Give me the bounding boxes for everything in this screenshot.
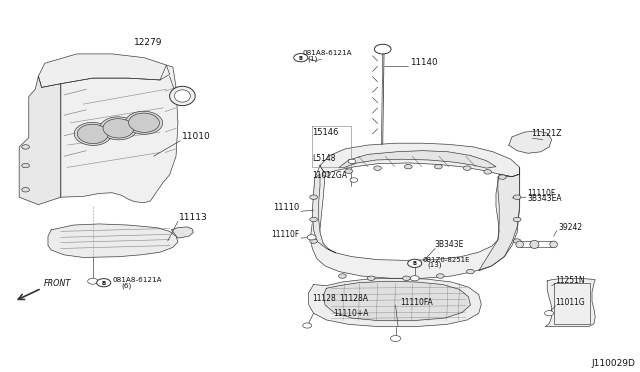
Polygon shape	[48, 224, 178, 257]
Text: 11140: 11140	[410, 58, 437, 67]
Circle shape	[97, 279, 111, 287]
Text: 15146: 15146	[312, 128, 339, 137]
Circle shape	[513, 217, 521, 222]
Polygon shape	[172, 227, 193, 238]
Polygon shape	[323, 281, 470, 321]
Ellipse shape	[170, 86, 195, 106]
Text: 081Z0-8251E: 081Z0-8251E	[422, 257, 470, 263]
Text: (13): (13)	[428, 262, 442, 268]
Circle shape	[467, 269, 474, 274]
Circle shape	[367, 276, 375, 280]
Text: 11110: 11110	[273, 203, 300, 212]
Text: B: B	[102, 280, 106, 286]
Ellipse shape	[74, 122, 111, 145]
Circle shape	[374, 44, 391, 54]
Text: 39242: 39242	[558, 223, 582, 232]
Ellipse shape	[530, 240, 539, 248]
Polygon shape	[19, 76, 61, 205]
Circle shape	[408, 259, 422, 267]
Text: 11251N: 11251N	[556, 276, 585, 285]
Circle shape	[436, 274, 444, 278]
Ellipse shape	[129, 113, 159, 132]
Circle shape	[345, 169, 353, 173]
Text: 11010: 11010	[182, 132, 211, 141]
Text: 11110+A: 11110+A	[333, 309, 368, 318]
Circle shape	[484, 170, 492, 174]
Text: 11121Z: 11121Z	[531, 129, 562, 138]
Text: 11011G: 11011G	[556, 298, 585, 307]
Polygon shape	[312, 174, 336, 253]
Ellipse shape	[103, 119, 134, 138]
Ellipse shape	[125, 111, 163, 134]
Circle shape	[435, 164, 442, 169]
Text: 11110FA: 11110FA	[400, 298, 433, 307]
Circle shape	[323, 172, 330, 176]
Circle shape	[513, 239, 521, 243]
Text: (6): (6)	[122, 283, 132, 289]
Ellipse shape	[550, 241, 557, 248]
Text: (1): (1)	[307, 55, 317, 62]
Text: B: B	[413, 261, 417, 266]
Text: 12279: 12279	[134, 38, 163, 47]
Circle shape	[339, 274, 346, 278]
Circle shape	[22, 187, 29, 192]
Circle shape	[22, 163, 29, 168]
Polygon shape	[545, 278, 595, 327]
Ellipse shape	[174, 90, 191, 102]
Circle shape	[410, 276, 419, 281]
Text: FRONT: FRONT	[44, 279, 71, 288]
Circle shape	[463, 166, 471, 170]
Circle shape	[310, 217, 317, 222]
Circle shape	[499, 175, 506, 179]
Circle shape	[545, 311, 554, 316]
Circle shape	[294, 54, 308, 62]
Polygon shape	[509, 131, 552, 153]
Polygon shape	[479, 174, 520, 271]
Circle shape	[310, 239, 317, 243]
Text: 11113: 11113	[179, 213, 208, 222]
Text: J110029D: J110029D	[591, 359, 635, 368]
Text: 11128A: 11128A	[339, 294, 368, 302]
Circle shape	[403, 276, 410, 280]
Circle shape	[350, 178, 358, 182]
Text: 11110F: 11110F	[271, 230, 300, 239]
Circle shape	[310, 195, 317, 199]
Polygon shape	[61, 65, 178, 203]
Text: L5148: L5148	[312, 154, 336, 163]
Text: 11110F: 11110F	[527, 189, 556, 198]
Circle shape	[348, 159, 356, 164]
Polygon shape	[339, 151, 496, 168]
Circle shape	[404, 164, 412, 169]
Polygon shape	[320, 143, 520, 177]
Text: B: B	[299, 55, 303, 61]
Circle shape	[513, 195, 521, 199]
Polygon shape	[38, 54, 170, 87]
Circle shape	[88, 278, 98, 284]
Circle shape	[303, 323, 312, 328]
Ellipse shape	[77, 124, 108, 144]
Text: 11012GA: 11012GA	[312, 171, 348, 180]
Circle shape	[307, 235, 316, 240]
Circle shape	[22, 145, 29, 149]
Ellipse shape	[100, 117, 137, 140]
Ellipse shape	[516, 241, 524, 248]
Text: 11128: 11128	[312, 294, 336, 302]
Text: 3B343E: 3B343E	[434, 240, 463, 249]
Text: 081A8-6121A: 081A8-6121A	[302, 50, 352, 56]
Text: 3B343EA: 3B343EA	[527, 194, 562, 203]
Polygon shape	[308, 278, 481, 327]
Circle shape	[390, 336, 401, 341]
Circle shape	[374, 166, 381, 170]
Text: 081A8-6121A: 081A8-6121A	[113, 277, 163, 283]
Polygon shape	[310, 166, 520, 278]
